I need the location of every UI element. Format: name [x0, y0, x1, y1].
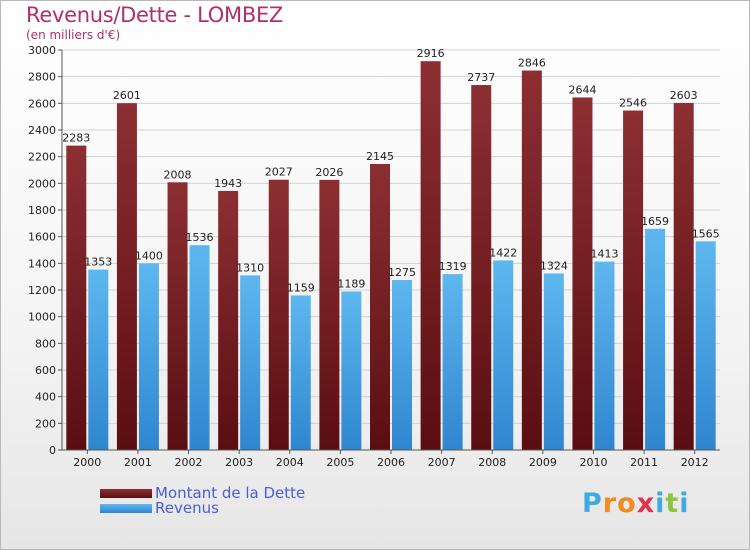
bar-revenus [645, 228, 666, 450]
data-label-revenus: 1413 [590, 248, 618, 261]
x-tick-label: 2007 [428, 456, 456, 469]
x-tick-label: 2005 [326, 456, 354, 469]
bar-revenus [189, 245, 210, 450]
y-tick-label: 2400 [28, 124, 56, 137]
bar-dette [572, 97, 593, 450]
data-label-dette: 2546 [619, 97, 647, 110]
data-label-revenus: 1565 [692, 227, 720, 240]
chart-subtitle: (en milliers d'€) [26, 28, 121, 42]
data-label-dette: 2026 [315, 166, 343, 179]
data-label-revenus: 1324 [540, 259, 568, 272]
y-tick-label: 2800 [28, 71, 56, 84]
x-tick-label: 2003 [225, 456, 253, 469]
data-label-revenus: 1319 [439, 260, 467, 273]
bar-revenus [392, 280, 412, 450]
y-tick-label: 800 [35, 337, 56, 350]
bar-dette [521, 70, 542, 451]
bar-revenus [493, 260, 514, 450]
bar-dette [673, 102, 694, 450]
data-label-revenus: 1400 [135, 249, 163, 262]
logo-letter: r [602, 488, 618, 519]
bar-revenus [88, 269, 109, 450]
y-tick-label: 2000 [28, 177, 56, 190]
logo-letter: x [636, 488, 656, 519]
data-label-dette: 2846 [518, 57, 546, 70]
data-label-revenus: 1536 [186, 231, 214, 244]
y-tick-label: 400 [35, 391, 56, 404]
logo-letter: i [679, 488, 690, 519]
bar-dette [319, 179, 340, 450]
bar-revenus [695, 241, 716, 450]
y-tick-label: 1200 [28, 284, 56, 297]
data-label-dette: 1943 [214, 177, 242, 190]
logo-letter: P [582, 488, 603, 519]
y-tick-label: 1600 [28, 231, 56, 244]
y-tick-label: 1400 [28, 257, 56, 270]
data-label-dette: 2603 [670, 89, 698, 102]
x-tick-label: 2002 [175, 456, 203, 469]
bar-revenus [594, 261, 615, 450]
data-label-dette: 2916 [417, 47, 445, 60]
bar-dette [66, 145, 87, 450]
x-tick-label: 2009 [529, 456, 557, 469]
bar-dette [623, 110, 644, 451]
data-label-revenus: 1159 [287, 281, 315, 294]
y-tick-label: 1000 [28, 311, 56, 324]
data-label-dette: 2027 [265, 166, 293, 179]
x-tick-label: 2010 [579, 456, 607, 469]
proxiti-logo: Proxiti [582, 488, 690, 519]
data-label-revenus: 1275 [388, 266, 416, 279]
data-label-dette: 2737 [467, 71, 495, 84]
x-tick-label: 2000 [73, 456, 101, 469]
bar-revenus [442, 274, 463, 450]
logo-letter: i [655, 488, 666, 519]
data-label-dette: 2644 [568, 83, 596, 96]
data-label-revenus: 1422 [489, 246, 517, 259]
bar-revenus [240, 275, 261, 450]
logo-letter: o [617, 488, 637, 519]
bar-dette [167, 182, 188, 450]
bar-dette [370, 164, 390, 450]
x-tick-label: 2011 [630, 456, 658, 469]
data-label-dette: 2145 [366, 150, 394, 163]
y-tick-label: 200 [35, 417, 56, 430]
x-tick-label: 2004 [276, 456, 304, 469]
x-tick-label: 2008 [478, 456, 506, 469]
x-tick-label: 2006 [377, 456, 405, 469]
data-label-revenus: 1189 [337, 277, 365, 290]
y-tick-label: 600 [35, 364, 56, 377]
data-label-revenus: 1310 [236, 261, 264, 274]
legend-label-dette: Montant de la Dette [155, 484, 306, 502]
bar-dette [268, 179, 289, 450]
y-tick-label: 1800 [28, 204, 56, 217]
bar-dette [218, 190, 239, 450]
data-label-revenus: 1659 [641, 215, 669, 228]
x-tick-label: 2012 [681, 456, 709, 469]
bar-revenus [290, 295, 311, 450]
data-label-revenus: 1353 [84, 256, 112, 269]
data-label-dette: 2008 [164, 168, 192, 181]
data-label-dette: 2601 [113, 89, 141, 102]
data-label-dette: 2283 [62, 132, 90, 145]
legend-label-revenus: Revenus [155, 499, 219, 517]
bar-dette [471, 85, 492, 451]
legend-swatch-revenus [100, 504, 152, 513]
bar-dette [116, 103, 137, 450]
bar-revenus [543, 273, 564, 450]
x-tick-label: 2001 [124, 456, 152, 469]
y-tick-label: 3000 [28, 44, 56, 57]
y-tick-label: 2200 [28, 151, 56, 164]
y-tick-label: 0 [49, 444, 56, 457]
y-tick-label: 2600 [28, 97, 56, 110]
chart-title: Revenus/Dette - LOMBEZ [26, 3, 284, 27]
bar-dette [420, 61, 441, 450]
bar-revenus [341, 291, 362, 450]
legend-swatch-dette [100, 489, 152, 498]
bar-revenus [138, 263, 159, 450]
logo-letter: t [665, 488, 680, 519]
